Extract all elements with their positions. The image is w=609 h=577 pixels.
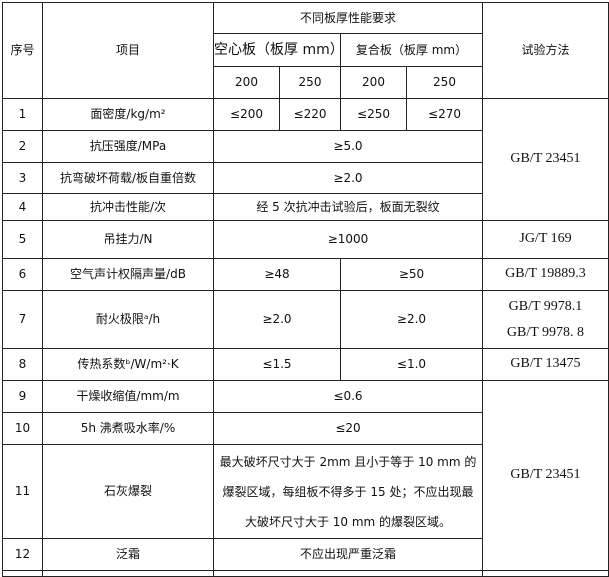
row-method: GB/T 9978.1 GB/T 9978. 8 — [482, 290, 609, 349]
row-method: GB/T 23451 — [482, 98, 609, 221]
row-method: GB/T 19889.3 — [482, 258, 609, 291]
thickness-cell: 250 — [406, 66, 483, 99]
row-no: 12 — [2, 538, 43, 571]
row-no: 2 — [2, 130, 43, 163]
row-no: 9 — [2, 380, 43, 413]
row-item: 抗冲击性能/次 — [42, 193, 214, 221]
row-no: 11 — [2, 444, 43, 539]
table-row: 11 石灰爆裂 最大破坏尺寸大于 2mm 且小于等于 10 mm 的爆裂区域，每… — [2, 444, 609, 539]
row-hollow: ≥2.0 — [213, 290, 341, 349]
row-method: GB/T 13475 — [482, 348, 609, 381]
row-value: 经 5 次抗冲击试验后，板面无裂纹 — [213, 193, 483, 221]
table-row: 8 传热系数ᵇ/W/m²·K ≤1.5 ≤1.0 GB/T 13475 — [2, 348, 609, 381]
method-line: GB/T 9978.1 — [508, 298, 583, 314]
row-value: 不应出现严重泛霜 — [213, 538, 483, 571]
table-row: 9 干燥收缩值/mm/m ≤0.6 GB/T 23451 — [2, 380, 609, 571]
table-row: 3 抗弯破坏荷载/板自重倍数 ≥2.0 — [2, 162, 609, 194]
row-item: 干燥收缩值/mm/m — [42, 380, 214, 413]
thickness-cell: 250 — [279, 66, 341, 99]
header-no: 序号 — [2, 2, 43, 99]
table-row: 5 吊挂力/N ≥1000 JG/T 169 — [2, 220, 609, 259]
row-composite: ≥50 — [340, 258, 483, 291]
row-item: 石灰爆裂 — [42, 444, 214, 539]
row-item: 5h 沸煮吸水率/% — [42, 412, 214, 445]
row-value: ≤0.6 — [213, 380, 483, 413]
row-hollow: ≥48 — [213, 258, 341, 291]
row-value: ≥1000 — [213, 220, 483, 259]
table-row: 12 泛霜 不应出现严重泛霜 — [2, 538, 609, 571]
row-value: ≤200 — [213, 98, 280, 131]
row-item: 抗压强度/MPa — [42, 130, 214, 163]
row-composite: ≤1.0 — [340, 348, 483, 381]
row-value: ≤250 — [340, 98, 407, 131]
row-hollow: ≤1.5 — [213, 348, 341, 381]
row-composite: ≥2.0 — [340, 290, 483, 349]
table-row: 10 5h 沸煮吸水率/% ≤20 — [2, 412, 609, 445]
row-item: 面密度/kg/m² — [42, 98, 214, 131]
row-item: 空气声计权隔声量/dB — [42, 258, 214, 291]
thickness-cell: 200 — [213, 66, 280, 99]
row-value: ≤220 — [279, 98, 341, 131]
row-no: 10 — [2, 412, 43, 445]
row-item: 耐火极限ᵃ/h — [42, 290, 214, 349]
row-no: 1 — [2, 98, 43, 131]
row-no: 3 — [2, 162, 43, 194]
header-hollow: 空心板（板厚 mm） — [213, 33, 344, 67]
row-value: ≥2.0 — [213, 162, 483, 194]
table-row: 2 抗压强度/MPa ≥5.0 — [2, 130, 609, 163]
header-composite: 复合板（板厚 mm） — [340, 33, 483, 67]
header-requirements: 不同板厚性能要求 — [213, 2, 483, 34]
row-item: 吊挂力/N — [42, 220, 214, 259]
row-value: ≤20 — [213, 412, 483, 445]
row-value: 最大破坏尺寸大于 2mm 且小于等于 10 mm 的爆裂区域，每组板不得多于 1… — [213, 444, 483, 539]
row-item: 抗弯破坏荷载/板自重倍数 — [42, 162, 214, 194]
row-value: ≤270 — [406, 98, 483, 131]
row-no: 4 — [2, 193, 43, 221]
row-no: 8 — [2, 348, 43, 381]
thickness-cell: 200 — [340, 66, 407, 99]
table-row: 1 面密度/kg/m² ≤200 ≤220 ≤250 ≤270 GB/T 234… — [2, 98, 609, 221]
row-no: 7 — [2, 290, 43, 349]
row-method: JG/T 169 — [482, 220, 609, 259]
row-no: 6 — [2, 258, 43, 291]
row-item: 传热系数ᵇ/W/m²·K — [42, 348, 214, 381]
row-item: 泛霜 — [42, 538, 214, 571]
table-row: 6 空气声计权隔声量/dB ≥48 ≥50 GB/T 19889.3 — [2, 258, 609, 291]
header-item: 项目 — [42, 2, 214, 99]
header-method: 试验方法 — [482, 2, 609, 99]
row-no: 5 — [2, 220, 43, 259]
row-value: ≥5.0 — [213, 130, 483, 163]
table-row: 7 耐火极限ᵃ/h ≥2.0 ≥2.0 GB/T 9978.1 GB/T 997… — [2, 290, 609, 349]
method-line: GB/T 9978. 8 — [506, 324, 585, 340]
row-method: GB/T 23451 — [482, 380, 609, 571]
